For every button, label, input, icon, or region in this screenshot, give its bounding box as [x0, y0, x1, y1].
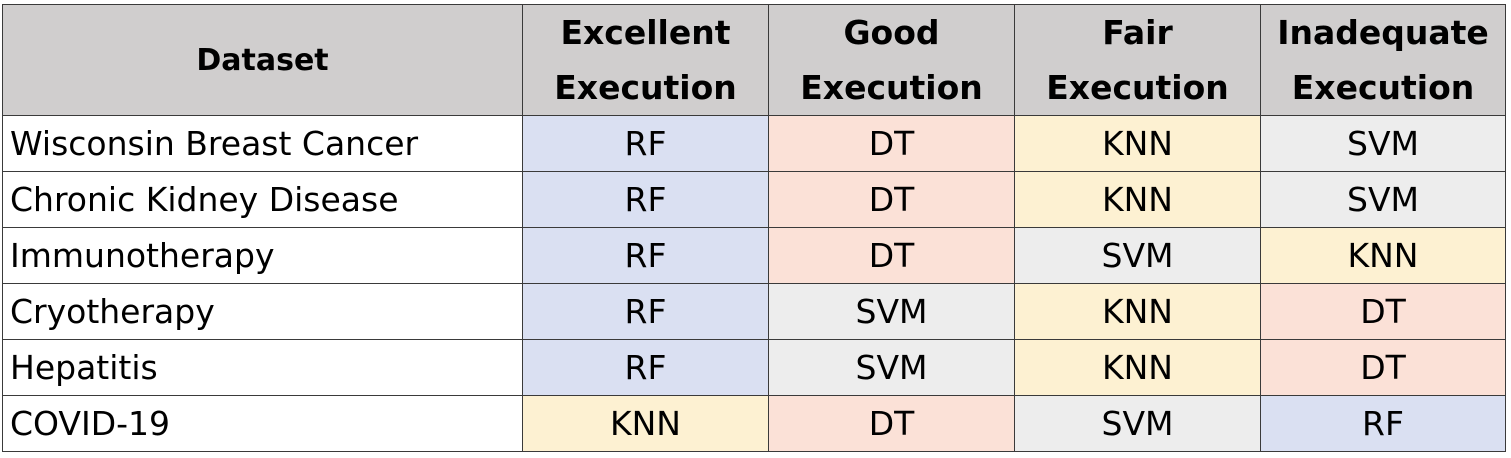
- table-row: Chronic Kidney Disease RF DT KNN SVM: [2, 171, 1506, 228]
- header-line: Dataset: [196, 42, 329, 78]
- header-row: Dataset Excellent Execution Good Executi…: [2, 4, 1506, 116]
- dataset-cell: Wisconsin Breast Cancer: [2, 115, 523, 172]
- dataset-cell: COVID-19: [2, 395, 523, 452]
- method-cell: DT: [768, 115, 1015, 172]
- method-cell: KNN: [1014, 283, 1261, 340]
- table-row: COVID-19 KNN DT SVM RF: [2, 395, 1506, 452]
- header-line: Excellent: [560, 13, 731, 52]
- method-cell: DT: [768, 171, 1015, 228]
- column-header-good: Good Execution: [768, 4, 1015, 116]
- method-cell: DT: [1260, 339, 1506, 396]
- method-cell: SVM: [1260, 171, 1506, 228]
- dataset-cell: Cryotherapy: [2, 283, 523, 340]
- header-line: Execution: [554, 68, 737, 107]
- column-header-inadequate: Inadequate Execution: [1260, 4, 1506, 116]
- method-cell: SVM: [768, 283, 1015, 340]
- method-cell: RF: [522, 115, 769, 172]
- table-row: Immunotherapy RF DT SVM KNN: [2, 227, 1506, 284]
- table-row: Wisconsin Breast Cancer RF DT KNN SVM: [2, 115, 1506, 172]
- method-cell: RF: [522, 339, 769, 396]
- method-cell: KNN: [1014, 171, 1261, 228]
- method-cell: RF: [522, 227, 769, 284]
- method-cell: KNN: [1014, 115, 1261, 172]
- method-cell: RF: [522, 283, 769, 340]
- method-cell: SVM: [1014, 395, 1261, 452]
- method-cell: KNN: [522, 395, 769, 452]
- method-cell: SVM: [768, 339, 1015, 396]
- execution-table: Dataset Excellent Execution Good Executi…: [2, 4, 1506, 452]
- method-cell: KNN: [1014, 339, 1261, 396]
- dataset-cell: Immunotherapy: [2, 227, 523, 284]
- method-cell: SVM: [1260, 115, 1506, 172]
- method-cell: RF: [522, 171, 769, 228]
- column-header-fair: Fair Execution: [1014, 4, 1261, 116]
- header-line: Fair: [1102, 13, 1173, 52]
- dataset-cell: Chronic Kidney Disease: [2, 171, 523, 228]
- method-cell: SVM: [1014, 227, 1261, 284]
- column-header-excellent: Excellent Execution: [522, 4, 769, 116]
- table-row: Cryotherapy RF SVM KNN DT: [2, 283, 1506, 340]
- header-line: Good: [843, 13, 940, 52]
- column-header-dataset: Dataset: [2, 4, 523, 116]
- method-cell: DT: [1260, 283, 1506, 340]
- method-cell: RF: [1260, 395, 1506, 452]
- header-line: Execution: [800, 68, 983, 107]
- header-line: Execution: [1291, 68, 1475, 107]
- method-cell: DT: [768, 227, 1015, 284]
- header-line: Execution: [1046, 68, 1229, 107]
- table-row: Hepatitis RF SVM KNN DT: [2, 339, 1506, 396]
- method-cell: KNN: [1260, 227, 1506, 284]
- dataset-cell: Hepatitis: [2, 339, 523, 396]
- header-line: Inadequate: [1277, 13, 1489, 52]
- method-cell: DT: [768, 395, 1015, 452]
